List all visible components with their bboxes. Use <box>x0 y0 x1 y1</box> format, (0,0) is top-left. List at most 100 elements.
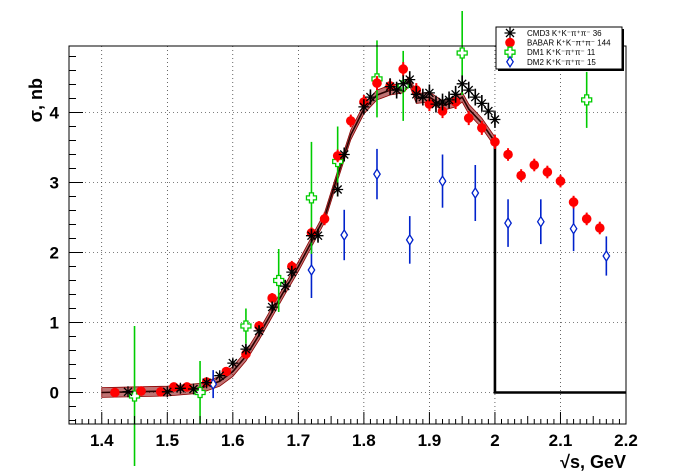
y-tick-label: 1 <box>50 314 59 333</box>
data-point <box>569 222 578 235</box>
y-tick-label: 2 <box>50 244 59 263</box>
data-point <box>463 84 475 96</box>
data-point <box>482 105 494 117</box>
data-point <box>410 88 422 100</box>
data-point <box>169 382 179 392</box>
y-tick-label: 4 <box>50 104 60 123</box>
data-point <box>373 167 381 181</box>
data-point <box>504 216 513 230</box>
data-point <box>253 325 265 337</box>
data-point <box>338 149 350 160</box>
data-point <box>529 160 540 170</box>
data-point <box>155 387 166 397</box>
legend-marker <box>506 55 514 69</box>
data-series <box>110 11 611 466</box>
data-point <box>469 91 481 103</box>
data-point <box>307 263 316 277</box>
data-point <box>417 91 429 103</box>
tick-labels: 1.4 1.5 1.6 1.7 1.8 1.9 2 2.1 2.2 0 1 2 3 4 <box>50 104 638 451</box>
data-point <box>568 197 579 207</box>
x-tick-label: 1.7 <box>287 431 311 450</box>
data-point <box>542 167 553 177</box>
data-point <box>240 343 252 355</box>
y-tick-label: 3 <box>50 174 59 193</box>
data-point <box>201 377 213 389</box>
series-0 <box>122 71 501 398</box>
data-point <box>161 386 173 398</box>
data-point <box>182 382 192 392</box>
data-point <box>174 382 186 394</box>
x-tick-label: 1.6 <box>221 431 245 450</box>
data-point <box>424 99 435 109</box>
data-point <box>391 84 403 96</box>
data-point <box>594 223 605 233</box>
data-point <box>404 74 416 86</box>
x-axis-title: √s, GeV <box>560 452 626 472</box>
x-tick-label: 2 <box>490 431 499 450</box>
data-point <box>450 88 462 100</box>
data-point <box>136 386 146 396</box>
data-point <box>437 106 448 116</box>
legend-marker <box>504 27 516 39</box>
data-point <box>581 94 593 106</box>
data-point <box>227 357 239 369</box>
y-tick-label: 0 <box>50 384 59 403</box>
data-point <box>340 228 349 242</box>
data-point <box>477 123 487 133</box>
data-point <box>503 149 513 160</box>
legend-label: BABAR K⁺K⁻π⁺π⁻ 144 <box>527 39 611 48</box>
data-point <box>536 215 545 228</box>
data-point <box>266 301 278 313</box>
x-tick-label: 1.9 <box>418 431 442 450</box>
data-point <box>267 293 277 303</box>
data-point <box>305 192 318 204</box>
data-point <box>489 114 501 125</box>
data-point <box>397 78 409 90</box>
data-point <box>438 174 447 188</box>
legend-label: CMD3 K⁺K⁻π⁺π⁻ 36 <box>527 29 602 38</box>
data-point <box>602 249 611 263</box>
legend-label: DM1 K⁺K⁻π⁺π⁻ 11 <box>527 48 596 57</box>
data-point <box>384 81 396 93</box>
data-point <box>516 170 526 181</box>
data-point <box>188 383 200 395</box>
data-point <box>490 137 500 147</box>
data-point <box>286 266 298 278</box>
data-point <box>305 230 317 242</box>
data-point <box>221 366 232 377</box>
data-point <box>456 47 468 59</box>
data-point <box>332 184 344 195</box>
data-point <box>437 96 449 108</box>
step-line-path <box>493 141 626 394</box>
data-point <box>471 186 480 200</box>
data-point <box>345 116 356 126</box>
x-tick-label: 1.4 <box>90 431 114 450</box>
data-point <box>581 214 592 224</box>
data-point <box>476 97 488 109</box>
x-tick-label: 1.5 <box>155 431 179 450</box>
plot-frame <box>68 45 627 425</box>
data-point <box>443 94 455 106</box>
data-point <box>405 233 414 247</box>
data-point <box>110 387 120 398</box>
axis-ticks <box>68 56 627 424</box>
legend-label: DM2 K⁺K⁻π⁺π⁻ 15 <box>527 58 596 67</box>
legend-marker <box>504 46 516 58</box>
x-tick-label: 2.2 <box>614 431 638 450</box>
x-tick-label: 1.8 <box>352 431 376 450</box>
data-point <box>372 78 382 88</box>
data-point <box>332 151 343 161</box>
legend-box <box>495 26 623 70</box>
data-point <box>240 320 252 332</box>
data-point <box>463 113 474 123</box>
data-point <box>214 370 226 382</box>
data-point <box>122 386 134 398</box>
data-point <box>319 214 330 224</box>
data-point <box>430 98 442 110</box>
y-axis-title: σ, nb <box>26 78 46 122</box>
x-tick-label: 2.1 <box>549 431 573 450</box>
step-line <box>493 141 626 394</box>
data-point <box>398 64 409 74</box>
